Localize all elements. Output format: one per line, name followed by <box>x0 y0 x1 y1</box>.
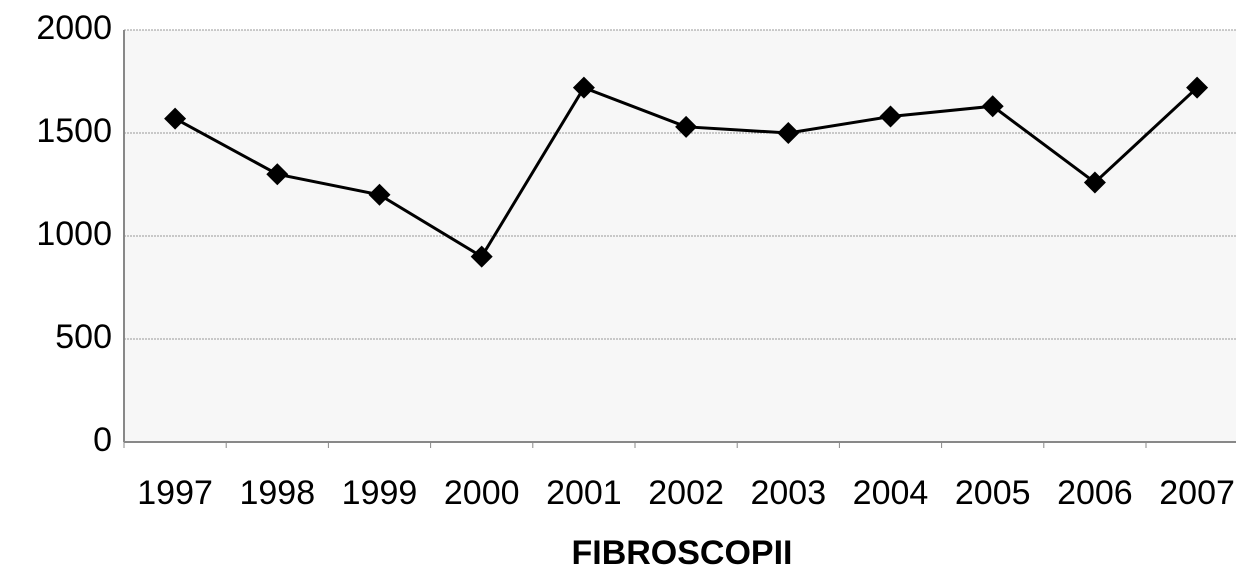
x-tick-label: 2005 <box>955 474 1031 512</box>
x-tick-label: 2004 <box>853 474 929 512</box>
x-axis-title: FIBROSCOPII <box>571 534 792 572</box>
data-point <box>981 95 1004 118</box>
x-tick-label: 2002 <box>648 474 724 512</box>
x-tick-label: 2001 <box>546 474 622 512</box>
x-tick-label: 2006 <box>1057 474 1133 512</box>
data-point <box>266 163 289 186</box>
y-tick-label: 500 <box>55 318 112 356</box>
x-tick-label: 1999 <box>342 474 418 512</box>
y-tick-label: 0 <box>93 421 112 459</box>
data-point <box>164 107 187 130</box>
data-point <box>1083 171 1106 194</box>
data-point <box>777 122 800 144</box>
data-point <box>368 183 391 206</box>
y-tick-label: 1000 <box>36 215 112 253</box>
x-tick-label: 2000 <box>444 474 520 512</box>
x-tick-label: 2003 <box>750 474 826 512</box>
y-tick-label: 1500 <box>36 112 112 150</box>
data-point <box>675 115 698 138</box>
data-point <box>879 105 902 128</box>
y-tick-label: 2000 <box>36 9 112 47</box>
data-point <box>470 245 493 268</box>
x-tick-label: 2007 <box>1159 474 1235 512</box>
data-point <box>572 76 595 99</box>
x-tick-label: 1998 <box>239 474 315 512</box>
data-point <box>1186 76 1209 99</box>
x-tick-label: 1997 <box>137 474 213 512</box>
